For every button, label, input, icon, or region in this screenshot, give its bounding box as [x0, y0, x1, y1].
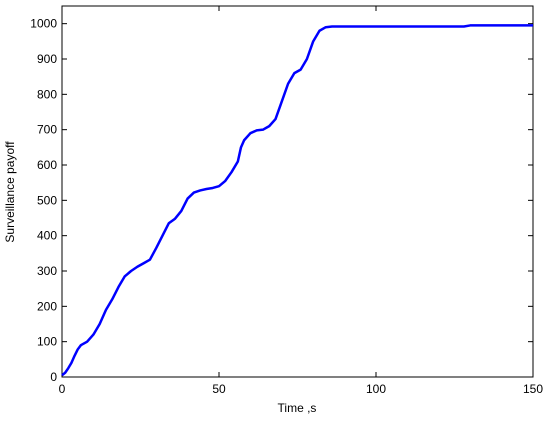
y-tick-label: 900	[37, 52, 57, 66]
x-tick-label: 0	[59, 382, 66, 396]
y-axis-label: Surveillance payoff	[3, 141, 17, 243]
x-tick-label: 150	[523, 382, 543, 396]
y-tick-label: 700	[37, 123, 57, 137]
y-tick-label: 200	[37, 299, 57, 313]
y-tick-label: 400	[37, 229, 57, 243]
y-tick-label: 1000	[30, 17, 57, 31]
plot-area	[61, 5, 534, 378]
y-tick-label: 300	[37, 264, 57, 278]
y-tick-label: 800	[37, 87, 57, 101]
x-tick-label: 50	[212, 382, 226, 396]
data-line	[61, 24, 533, 377]
y-tick-label: 0	[50, 370, 57, 384]
y-tick-label: 500	[37, 193, 57, 207]
x-axis-label: Time ,s	[278, 401, 317, 415]
x-tick-label: 100	[366, 382, 386, 396]
y-tick-label: 600	[37, 158, 57, 172]
y-tick-label: 100	[37, 335, 57, 349]
